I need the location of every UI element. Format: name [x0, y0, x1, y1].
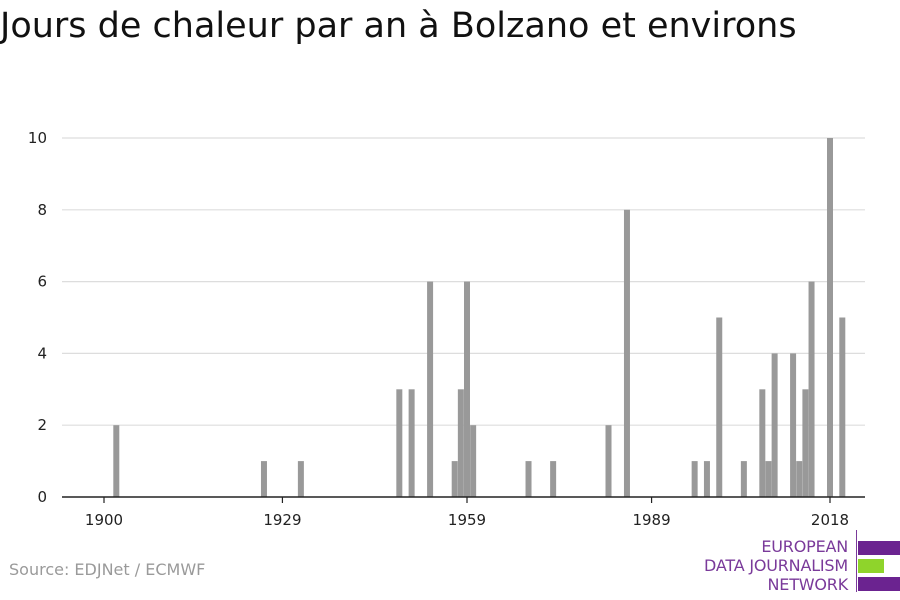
- logo-divider: [856, 530, 857, 592]
- bar-1982: [605, 425, 612, 497]
- bar-2009: [771, 353, 778, 497]
- y-tick-label-8: 8: [37, 201, 47, 219]
- bar-1932: [297, 461, 304, 497]
- bars: [113, 138, 846, 498]
- logo-line-3: NETWORK: [767, 575, 849, 594]
- x-axis-ticks: 1900 1929 1959 1989 2018: [85, 497, 849, 529]
- logo-bar-top: [858, 541, 900, 555]
- bar-1926: [260, 461, 267, 497]
- bar-2004: [740, 461, 747, 497]
- logo-line-1: EUROPEAN: [761, 537, 848, 556]
- bar-2012: [790, 353, 797, 497]
- bar-chart: 0 2 4 6 8 10 1900 1929 1959 1989 2018: [28, 129, 865, 529]
- bar-1985: [623, 209, 630, 498]
- bar-2008: [765, 461, 772, 497]
- bar-1950: [408, 389, 415, 497]
- bar-1998: [703, 461, 710, 497]
- y-axis-tick-labels: 0 2 4 6 8 10: [28, 129, 47, 506]
- y-tick-label-6: 6: [37, 273, 47, 291]
- y-tick-label-2: 2: [37, 416, 47, 434]
- bar-1902: [113, 425, 120, 497]
- x-tick-label-1929: 1929: [263, 511, 301, 529]
- bar-2007: [759, 389, 766, 497]
- bar-1969: [525, 461, 532, 497]
- bar-1953: [427, 281, 434, 497]
- source-note: Source: EDJNet / ECMWF: [9, 560, 206, 579]
- bar-1948: [396, 389, 403, 497]
- bar-1960: [470, 425, 477, 497]
- bar-1973: [550, 461, 557, 497]
- y-tick-label-4: 4: [37, 344, 47, 362]
- bar-2014: [802, 389, 809, 497]
- bar-2000: [716, 317, 723, 497]
- bar-2020: [839, 317, 846, 497]
- x-tick-label-1989: 1989: [632, 511, 670, 529]
- chart-title: Jours de chaleur par an à Bolzano et env…: [0, 6, 797, 46]
- bar-1958: [457, 389, 464, 497]
- bar-2018: [827, 138, 833, 497]
- bar-1959: [464, 281, 470, 497]
- gridlines: [62, 137, 865, 426]
- bar-2015: [808, 281, 815, 497]
- bar-1957: [451, 461, 458, 497]
- logo-line-2: DATA JOURNALISM: [704, 556, 848, 575]
- x-tick-label-2018: 2018: [811, 511, 849, 529]
- edjnet-logo: EUROPEAN DATA JOURNALISM NETWORK: [700, 530, 900, 598]
- logo-bar-bottom: [858, 577, 900, 591]
- bar-1996: [691, 461, 698, 497]
- bar-2013: [796, 461, 803, 497]
- y-tick-label-0: 0: [37, 488, 47, 506]
- x-tick-label-1900: 1900: [85, 511, 123, 529]
- logo-bar-middle: [858, 559, 884, 573]
- x-tick-label-1959: 1959: [448, 511, 486, 529]
- y-tick-label-10: 10: [28, 129, 47, 147]
